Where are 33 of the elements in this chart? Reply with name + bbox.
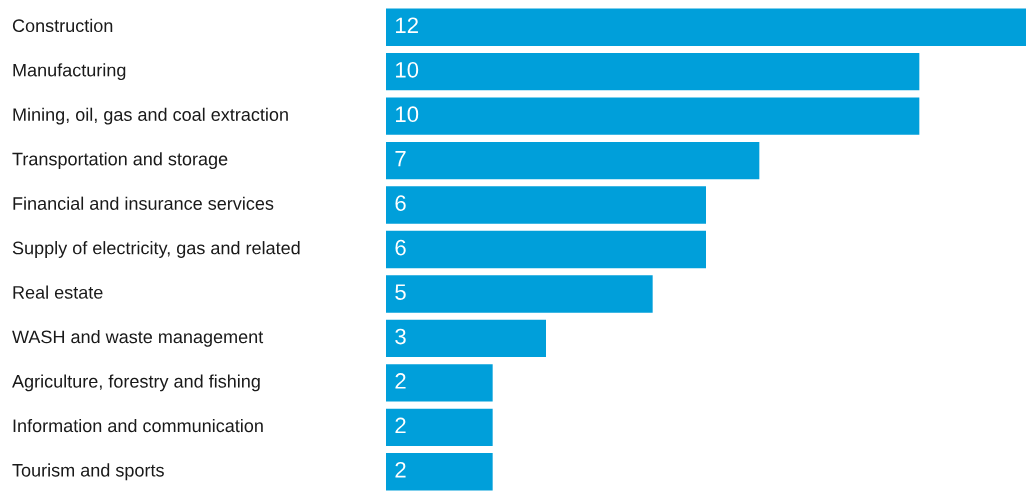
y-tick-label: Financial and insurance services <box>13 196 274 210</box>
bar <box>386 8 1026 46</box>
bar <box>386 319 546 358</box>
bar <box>386 408 493 446</box>
bar <box>386 453 493 491</box>
data-label: 3 <box>395 328 406 345</box>
data-label: 6 <box>395 239 406 256</box>
y-tick-label: Tourism and sports <box>12 463 164 481</box>
y-tick-label: Agriculture, forestry and fishing <box>12 374 260 392</box>
bar <box>386 364 493 402</box>
data-label: 5 <box>395 284 406 300</box>
data-label: 2 <box>395 417 406 434</box>
data-label: 2 <box>395 462 406 478</box>
bar <box>386 141 760 180</box>
bar <box>386 97 920 135</box>
y-tick-label: Information and communication <box>13 418 263 433</box>
y-tick-label: WASH and waste management <box>12 330 264 347</box>
bar <box>386 186 706 224</box>
bar <box>386 230 706 269</box>
data-label: 10 <box>396 106 419 123</box>
data-label: 6 <box>395 195 406 212</box>
y-tick-label: Mining, oil, gas and coal extraction <box>13 107 288 125</box>
y-tick-label: Supply of electricity, gas and related <box>12 241 300 258</box>
bar <box>386 275 653 313</box>
data-label: 2 <box>395 373 406 389</box>
data-label: 12 <box>396 17 418 33</box>
y-tick-label: Manufacturing <box>13 63 126 81</box>
data-label: 10 <box>396 61 419 78</box>
y-tick-label: Construction <box>12 18 113 33</box>
bar <box>386 53 920 91</box>
y-tick-label: Transportation and storage <box>12 152 228 169</box>
data-label: 7 <box>395 151 406 167</box>
y-tick-label: Real estate <box>13 285 103 299</box>
